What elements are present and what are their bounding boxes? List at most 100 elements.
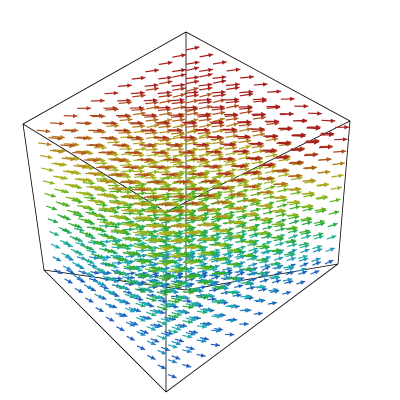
vector-arrow-head [132, 264, 138, 270]
vector-arrow-head [139, 226, 144, 232]
vector-arrow-head [181, 53, 186, 58]
vector-arrow-head [167, 202, 173, 207]
vector-arrow-head [260, 271, 266, 276]
vector-arrow-head [143, 287, 149, 292]
vector-arrow-head [249, 225, 255, 231]
vector-arrow-head [118, 257, 124, 262]
vector-arrow-head [157, 309, 163, 314]
vector-arrow-head [269, 195, 275, 200]
vector-arrow-head [287, 126, 292, 131]
vector-arrow-head [151, 283, 157, 288]
vector-arrow-head [252, 184, 257, 189]
vector-arrow-head [164, 247, 169, 252]
vector-arrow-head [292, 243, 297, 248]
vector-arrow-head [167, 75, 173, 80]
vector-arrow-head [107, 150, 113, 156]
vector-arrow-head [236, 293, 242, 298]
vector-arrow-head [315, 261, 321, 266]
vector-arrow-head [105, 239, 111, 244]
vector-arrow-head [246, 280, 251, 286]
vector-arrow-head [270, 149, 275, 154]
vector-arrow-head [201, 269, 207, 274]
vector-arrow-head [118, 229, 123, 234]
vector-arrow-head [282, 168, 287, 174]
vector-arrow-head [134, 150, 139, 155]
vector-arrow-head [231, 168, 237, 173]
vector-arrow-head [220, 243, 225, 248]
vector-arrow-head [272, 301, 277, 306]
vector-arrow-head [174, 284, 180, 289]
vector-arrow-head [189, 212, 195, 217]
vector-arrow-head [177, 282, 183, 288]
vector-arrow-head [106, 221, 112, 226]
vector-arrow-head [163, 262, 169, 267]
vector-arrow-head [165, 250, 171, 255]
vector-arrow-head [97, 128, 102, 133]
vector-arrow-head [114, 209, 119, 215]
vector-arrow-head [112, 236, 118, 241]
vector-arrow-head [153, 117, 159, 123]
vector-arrow-head [170, 172, 176, 177]
vector-arrow-head [233, 122, 239, 127]
vector-arrow-head [160, 365, 166, 369]
vector-arrow-head [176, 264, 181, 269]
vector-arrow-head [203, 235, 209, 240]
vector-arrow-head [166, 175, 172, 180]
vector-arrow-head [190, 317, 196, 322]
vector-arrow-head [87, 271, 93, 276]
vector-arrow-head [81, 151, 87, 156]
vector-arrow-head [300, 133, 306, 139]
vector-arrow-head [153, 229, 159, 234]
vector-arrow-head [169, 259, 175, 264]
vector-arrow-head [307, 220, 313, 226]
vector-arrow-head [166, 237, 172, 242]
vector-arrow-head [171, 374, 177, 379]
vector-arrow-head [192, 105, 198, 110]
vector-arrow-head [232, 145, 238, 151]
vector-arrow-head [204, 266, 210, 271]
vector-arrow-head [160, 310, 166, 315]
vector-arrow-head [178, 213, 184, 218]
vector-arrow-head [187, 269, 193, 274]
vector-arrow-head [279, 208, 284, 213]
vector-arrow-head [71, 128, 76, 133]
vector-arrow-head [270, 179, 276, 185]
vector-arrow-head [167, 118, 172, 123]
vector-arrow-head [77, 275, 83, 280]
vector-arrow-head [197, 172, 203, 177]
vector-arrow-head [241, 233, 247, 238]
vector-arrow-head [166, 195, 172, 200]
vector-arrow-head [73, 113, 78, 119]
vector-arrow-head [153, 83, 159, 88]
vector-arrow-head [153, 169, 159, 175]
vector-arrow-head [255, 202, 261, 207]
vector-arrow-head [129, 237, 135, 242]
vector-arrow-head [161, 350, 167, 355]
vector-arrow-head [275, 261, 280, 266]
vector-arrow-head [319, 219, 325, 225]
vector-arrow-head [129, 308, 135, 313]
vector-arrow-head [74, 142, 80, 147]
vector-arrow-head [152, 209, 158, 215]
vector-arrow-head [93, 255, 99, 260]
vector-arrow-head [86, 258, 92, 263]
vector-arrow-head [164, 217, 170, 222]
vector-arrow-head [152, 268, 157, 273]
vector-arrow-head [141, 264, 146, 269]
vector-arrow-head [129, 185, 134, 191]
vector-arrow-head [237, 192, 242, 197]
vector-arrow-head [162, 254, 168, 259]
vector-arrow-head [341, 149, 347, 154]
vector-arrow-head [221, 214, 226, 219]
vector-arrow-head [45, 128, 51, 134]
vector-arrow-head [160, 266, 166, 271]
vector-arrow-head [180, 86, 186, 91]
vector-arrow-head [216, 196, 221, 201]
vector-arrow-head [129, 223, 135, 228]
vector-arrow-head [219, 117, 225, 122]
vector-arrow-head [64, 189, 69, 194]
vector-arrow-head [176, 239, 181, 244]
vector-arrow-head [127, 275, 132, 280]
vector-arrow-head [112, 105, 118, 111]
